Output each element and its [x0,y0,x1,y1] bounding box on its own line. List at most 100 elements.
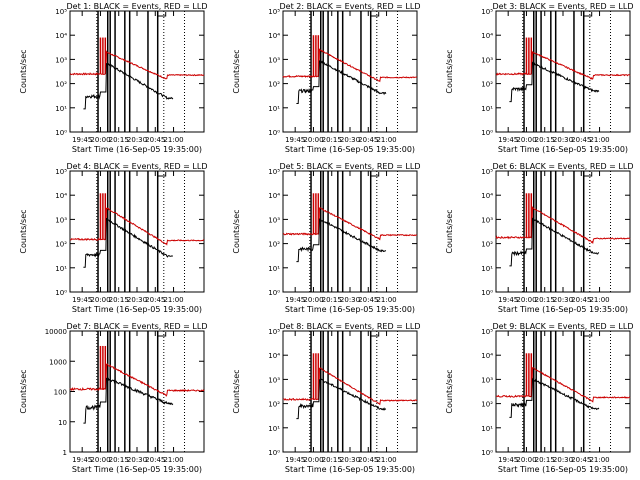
y-tick-label: 10² [268,81,280,89]
x-tick-label: 19:45 [285,456,305,464]
y-tick-label: 10⁵ [268,8,280,16]
chart-panel-3: Det 3: BLACK = Events, RED = LLD Start Ti… [445,2,633,154]
x-axis-label: Start Time (16-Sep-05 19:35:00) [72,465,202,474]
x-tick-label: 20:30 [340,456,360,464]
x-tick-label: 20:15 [322,296,342,304]
y-tick-label: 100 [54,389,67,397]
y-axis-label: Counts/sec [19,369,28,413]
y-axis-label: Counts/sec [445,49,454,93]
x-axis-label: Start Time (16-Sep-05 19:35:00) [498,305,628,314]
series-lld-line [69,50,205,80]
x-tick-label: 20:00 [90,136,110,144]
x-tick-label: 19:45 [285,296,305,304]
x-tick-label: 19:45 [72,136,92,144]
x-tick-label: 20:15 [535,456,555,464]
series-lld-line [282,48,418,83]
y-tick-label: 10⁰ [55,289,67,297]
y-tick-label: 1000 [49,358,67,366]
chart-title: Det 1: BLACK = Events, RED = LLD [67,2,208,11]
series-events-line [296,378,387,420]
x-tick-label: 20:45 [571,456,591,464]
x-tick-label: 19:45 [72,296,92,304]
x-tick-label: 20:30 [553,456,573,464]
chart-panel-8: Det 8: BLACK = Events, RED = LLD Start Ti… [232,322,420,474]
y-tick-label: 10⁴ [268,192,280,200]
x-tick-label: 20:15 [322,136,342,144]
y-tick-label: 10¹ [481,425,493,433]
y-tick-label: 10⁴ [481,192,493,200]
series-lld-line [282,367,418,406]
y-tick-label: 10¹ [55,265,67,273]
x-tick-label: 20:15 [322,456,342,464]
x-tick-label: 20:00 [90,296,110,304]
x-tick-label: 21:00 [376,296,396,304]
y-tick-label: 10² [481,81,493,89]
chart-panel-5: Det 5: BLACK = Events, RED = LLD Start Ti… [232,162,420,314]
x-tick-label: 21:00 [589,296,609,304]
y-tick-label: 10 [58,419,67,427]
chart-title: Det 5: BLACK = Events, RED = LLD [280,162,421,171]
x-tick-label: 20:00 [516,136,536,144]
series-events-line [83,377,174,424]
plot-frame [282,330,418,453]
y-tick-label: 10⁵ [481,328,493,336]
x-tick-label: 20:30 [127,456,147,464]
bracket-mark [370,332,380,337]
chart-panel-9: Det 9: BLACK = Events, RED = LLD Start Ti… [445,322,633,474]
y-axis-label: Counts/sec [232,369,241,413]
x-tick-label: 21:00 [589,456,609,464]
chart-panel-7: Det 7: BLACK = Events, RED = LLD Start Ti… [19,322,207,474]
y-tick-label: 10⁴ [268,352,280,360]
plot-frame [69,170,205,293]
plot-frame [495,170,631,293]
chart-panel-4: Det 4: BLACK = Events, RED = LLD Start Ti… [19,162,207,314]
y-tick-label: 10⁰ [481,449,493,457]
x-tick-label: 20:45 [145,296,165,304]
y-tick-label: 10⁰ [481,289,493,297]
y-tick-label: 10⁰ [268,289,280,297]
chart-panel-6: Det 6: BLACK = Events, RED = LLD Start Ti… [445,162,633,314]
x-tick-label: 21:00 [376,456,396,464]
x-tick-label: 19:45 [72,456,92,464]
y-tick-label: 10¹ [481,265,493,273]
series-events-line [83,217,174,268]
y-tick-label: 10³ [268,56,280,64]
bracket-mark [157,12,167,17]
x-tick-label: 20:30 [340,296,360,304]
x-tick-label: 20:00 [303,296,323,304]
y-tick-label: 10⁰ [268,449,280,457]
series-events-line [296,60,387,104]
x-tick-label: 19:45 [498,296,518,304]
x-tick-label: 20:30 [127,296,147,304]
chart-title: Det 6: BLACK = Events, RED = LLD [493,162,634,171]
x-tick-label: 20:00 [303,456,323,464]
y-tick-label: 1 [63,449,67,457]
x-tick-label: 20:45 [571,296,591,304]
y-tick-label: 10⁰ [55,129,67,137]
x-axis-label: Start Time (16-Sep-05 19:35:00) [498,145,628,154]
y-tick-label: 10³ [55,216,67,224]
y-tick-label: 10⁵ [481,168,493,176]
x-tick-label: 20:30 [553,296,573,304]
x-tick-label: 20:45 [358,296,378,304]
bracket-mark [583,172,593,177]
x-tick-label: 20:45 [358,136,378,144]
bracket-mark [583,12,593,17]
bracket-mark [157,172,167,177]
y-tick-label: 10⁵ [55,8,67,16]
x-tick-label: 20:45 [145,136,165,144]
x-tick-label: 21:00 [163,136,183,144]
x-tick-label: 20:15 [535,136,555,144]
x-tick-label: 20:45 [145,456,165,464]
y-tick-label: 10⁵ [268,328,280,336]
y-tick-label: 10² [268,241,280,249]
series-events-line [83,62,174,110]
x-tick-label: 19:45 [285,136,305,144]
x-tick-label: 19:45 [498,136,518,144]
y-tick-label: 10³ [268,216,280,224]
bracket-mark [370,12,380,17]
series-lld-line [495,205,631,245]
y-tick-label: 10⁵ [268,168,280,176]
series-lld-line [495,367,631,403]
